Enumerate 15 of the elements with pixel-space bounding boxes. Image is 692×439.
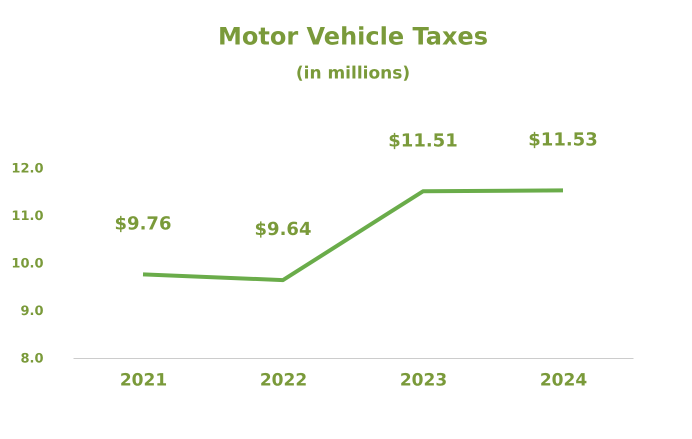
x-tick-label: 2021 — [120, 370, 168, 390]
y-tick-label: 11.0 — [11, 209, 44, 224]
data-label: $9.64 — [254, 219, 312, 240]
x-tick-label: 2023 — [400, 370, 448, 390]
data-label: $11.51 — [388, 130, 458, 152]
y-tick-label: 10.0 — [11, 256, 44, 272]
x-tick-label: 2024 — [540, 370, 588, 390]
y-tick-label: 8.0 — [20, 352, 44, 366]
y-tick-label: 12.0 — [11, 162, 44, 176]
chart-title: Motor Vehicle Taxes — [218, 22, 488, 50]
data-label: $9.76 — [114, 213, 172, 234]
data-label: $11.53 — [528, 129, 598, 150]
x-tick-label: 2022 — [260, 370, 308, 390]
y-tick-label: 9.0 — [20, 304, 44, 319]
chart-subtitle: (in millions) — [296, 63, 410, 84]
